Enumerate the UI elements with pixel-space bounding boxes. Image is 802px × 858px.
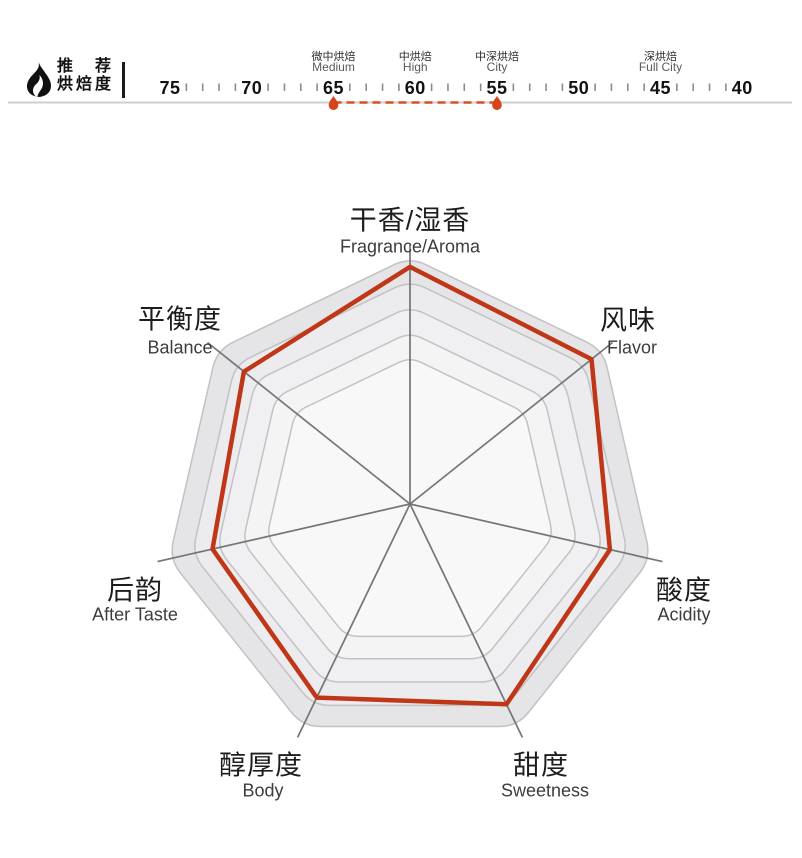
recommended-marker-65 xyxy=(328,96,339,110)
title-divider xyxy=(122,62,125,98)
roast-title-line2: 烘焙度 xyxy=(57,76,111,93)
roast-title-line1: 推 荐 xyxy=(57,58,111,75)
radar-spoke-sweetness xyxy=(409,503,524,738)
radar-spoke-acidity xyxy=(409,503,663,563)
radar-spoke-flavor xyxy=(409,341,614,505)
flame-icon xyxy=(26,61,51,97)
roast-title: 推 荐 烘焙度 xyxy=(57,58,111,94)
flame-swoosh xyxy=(33,74,44,97)
flame-body xyxy=(26,61,51,97)
roast-ruler xyxy=(8,83,792,110)
minor-ticks xyxy=(185,83,727,91)
radar-spoke-after-taste xyxy=(157,503,411,563)
radar-spoke-balance xyxy=(206,341,411,505)
radar-chart xyxy=(157,245,663,738)
recommended-marker-55 xyxy=(492,96,502,110)
radar-series-polygon xyxy=(210,264,613,707)
